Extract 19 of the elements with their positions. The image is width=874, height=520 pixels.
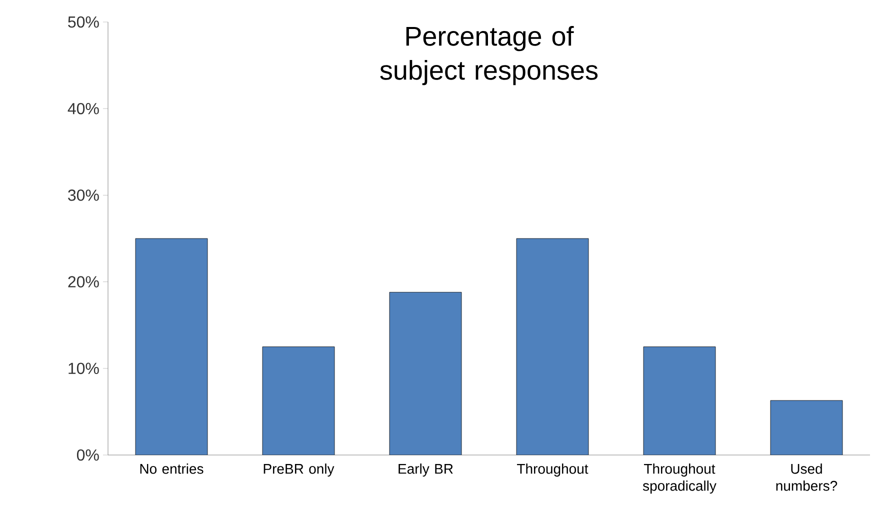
bar [389,292,462,455]
x-tick-label: Early BR [398,464,453,477]
bar [770,400,843,455]
y-tick-label: 30% [68,190,99,201]
bar [516,238,589,455]
text: Percentage of subject responses [380,26,598,86]
bar [135,238,208,455]
bar [262,346,335,455]
x-tick-label: No entries [140,464,204,474]
y-tick-label: 40% [68,102,99,114]
y-tick-label: 20% [68,276,99,288]
x-tick-label: Throughout [517,464,588,477]
y-tick-label: 50% [68,16,99,28]
x-tick-label: Throughout sporadically [642,464,716,494]
x-tick-label: PreBR only [264,464,334,477]
y-tick-label: 10% [68,362,99,374]
x-tick-label: Used numbers? [776,464,838,491]
bar [643,346,716,455]
y-tick-label: 0% [76,449,99,461]
